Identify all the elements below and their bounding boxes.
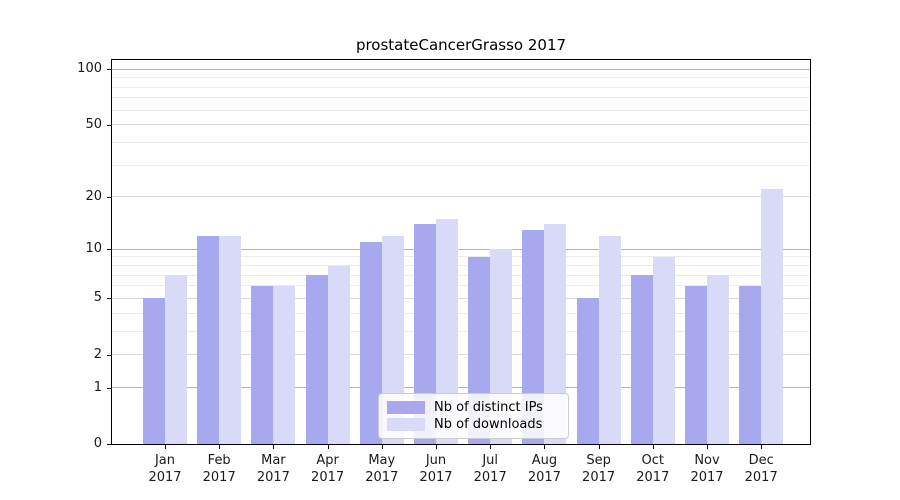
gridline-y-50 xyxy=(112,124,810,126)
x-tick-mark xyxy=(327,445,329,449)
bar-distinct-ips-sep xyxy=(576,298,599,444)
y-tick-mark xyxy=(107,387,112,389)
bar-distinct-ips-jan xyxy=(143,298,165,444)
y-tick-label-10: 10 xyxy=(85,241,102,257)
x-tick-label-sep: Sep 2017 xyxy=(582,453,616,485)
gridline-y-9 xyxy=(112,256,810,258)
bar-downloads-oct xyxy=(652,256,675,444)
x-tick-label-jun: Jun 2017 xyxy=(419,453,453,485)
y-tick-mark xyxy=(107,249,112,251)
x-tick-mark xyxy=(273,445,275,449)
y-tick-label-20: 20 xyxy=(85,188,102,204)
gridline-y-2 xyxy=(112,354,810,356)
y-tick-mark xyxy=(107,196,112,198)
legend-swatch-downloads-icon xyxy=(387,418,425,431)
bar-distinct-ips-aug xyxy=(522,229,545,444)
bar-downloads-apr xyxy=(327,265,350,444)
y-tick-mark xyxy=(107,298,112,300)
gridline-y-40 xyxy=(112,141,810,143)
gridline-y-10 xyxy=(112,248,810,250)
x-tick-label-nov: Nov 2017 xyxy=(690,453,724,485)
legend-label-distinct-ips: Nb of distinct IPs xyxy=(434,400,543,415)
legend-swatch-distinct-ips-icon xyxy=(387,401,425,414)
y-tick-label-5: 5 xyxy=(93,290,102,306)
gridline-y-8 xyxy=(112,265,810,267)
legend-label-downloads: Nb of downloads xyxy=(434,417,543,432)
x-tick-label-feb: Feb 2017 xyxy=(202,453,236,485)
gridline-y-100 xyxy=(112,68,810,70)
x-tick-mark xyxy=(490,445,492,449)
x-tick-label-may: May 2017 xyxy=(365,453,399,485)
bar-distinct-ips-dec xyxy=(739,285,762,444)
bar-downloads-mar xyxy=(273,285,296,444)
y-tick-label-1: 1 xyxy=(93,379,102,395)
bar-downloads-dec xyxy=(761,189,784,444)
y-tick-label-100: 100 xyxy=(77,61,102,77)
gridline-y-5 xyxy=(112,297,810,299)
gridline-y-80 xyxy=(112,86,810,88)
y-tick-mark xyxy=(107,444,112,445)
bar-downloads-aug xyxy=(544,224,567,444)
y-tick-label-50: 50 xyxy=(85,116,102,132)
bar-downloads-nov xyxy=(707,275,729,444)
gridline-y-60 xyxy=(112,109,810,111)
gridline-y-3 xyxy=(112,330,810,332)
x-tick-mark xyxy=(219,445,221,449)
x-tick-label-oct: Oct 2017 xyxy=(636,453,670,485)
x-tick-mark xyxy=(165,445,166,449)
bar-downloads-sep xyxy=(598,235,621,444)
legend-item-downloads: Nb of downloads xyxy=(387,417,559,432)
x-tick-label-aug: Aug 2017 xyxy=(527,453,561,485)
y-tick-mark xyxy=(107,124,112,126)
legend-item-distinct-ips: Nb of distinct IPs xyxy=(387,400,559,415)
legend: Nb of distinct IPs Nb of downloads xyxy=(378,393,569,439)
gridline-y-70 xyxy=(112,97,810,99)
gridline-y-90 xyxy=(112,77,810,79)
x-tick-label-dec: Dec 2017 xyxy=(744,453,778,485)
gridline-y-4 xyxy=(112,312,810,314)
gridline-y-6 xyxy=(112,285,810,287)
gridline-y-30 xyxy=(112,164,810,166)
y-tick-label-2: 2 xyxy=(93,346,102,362)
x-tick-mark xyxy=(598,445,600,449)
bar-downloads-may xyxy=(381,235,404,444)
x-tick-label-jul: Jul 2017 xyxy=(473,453,507,485)
bar-downloads-jun xyxy=(436,218,458,444)
bar-distinct-ips-apr xyxy=(305,275,328,444)
y-tick-label-0: 0 xyxy=(93,436,102,451)
bar-distinct-ips-feb xyxy=(197,235,220,444)
bar-distinct-ips-may xyxy=(359,242,382,444)
x-tick-mark xyxy=(436,445,437,449)
chart-title: prostateCancerGrasso 2017 xyxy=(355,36,567,54)
y-tick-mark xyxy=(107,354,112,356)
y-tick-mark xyxy=(107,69,112,71)
x-tick-label-apr: Apr 2017 xyxy=(311,453,345,485)
x-tick-label-mar: Mar 2017 xyxy=(256,453,290,485)
gridline-y-1 xyxy=(112,387,810,389)
plot-area: Nb of distinct IPs Nb of downloads xyxy=(111,59,811,445)
x-tick-mark xyxy=(544,445,546,449)
bar-distinct-ips-nov xyxy=(685,285,707,444)
x-tick-mark xyxy=(652,445,654,449)
x-tick-label-jan: Jan 2017 xyxy=(148,453,182,485)
bar-downloads-jan xyxy=(165,275,187,444)
bar-distinct-ips-mar xyxy=(251,285,274,444)
gridline-y-20 xyxy=(112,196,810,198)
bar-distinct-ips-jun xyxy=(414,224,436,444)
x-tick-mark xyxy=(381,445,383,449)
bar-distinct-ips-oct xyxy=(630,275,653,444)
x-tick-mark xyxy=(707,445,708,449)
gridline-y-7 xyxy=(112,274,810,276)
bar-downloads-feb xyxy=(219,235,242,444)
x-tick-mark xyxy=(761,445,763,449)
